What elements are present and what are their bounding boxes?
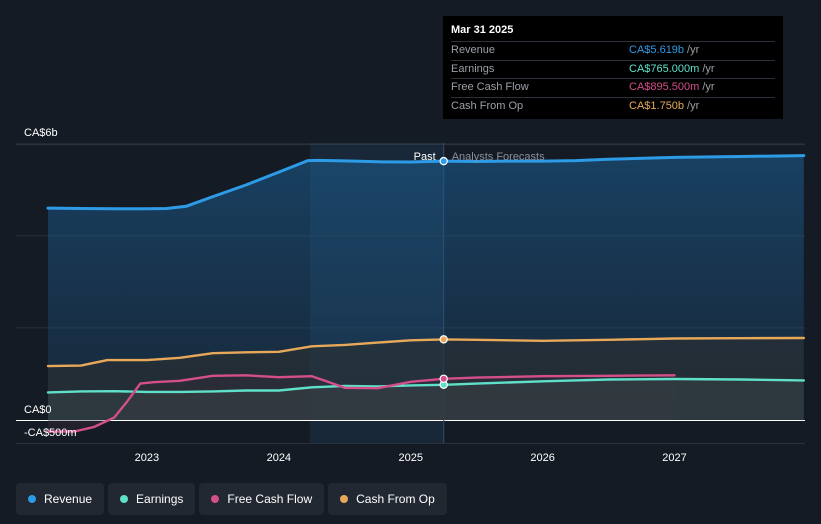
legend: Revenue Earnings Free Cash Flow Cash From O… — [16, 483, 447, 515]
area-cash-from-op — [48, 338, 804, 420]
legend-label: Earnings — [136, 492, 184, 506]
marker-free-cash-flow — [439, 374, 448, 383]
tooltip-row-value: CA$765.000m — [629, 62, 700, 75]
tooltip-date: Mar 31 2025 — [451, 24, 514, 36]
marker-revenue — [439, 156, 448, 166]
line-free-cash-flow — [46, 374, 676, 433]
x-tick-label: 2027 — [662, 452, 686, 464]
legend-dot-icon — [120, 495, 129, 503]
legend-item-free-cash-flow[interactable]: Free Cash Flow — [199, 483, 325, 515]
legend-item-earnings[interactable]: Earnings — [108, 483, 196, 515]
legend-dot-icon — [211, 495, 220, 503]
tooltip-row-unit: /yr — [702, 81, 715, 93]
area-earnings — [48, 379, 804, 420]
y-tick-label: -CA$500m — [24, 427, 77, 439]
legend-item-cash-from-op[interactable]: Cash From Op — [328, 483, 447, 515]
x-tick-label: 2026 — [530, 452, 554, 464]
x-tick-label: 2025 — [398, 452, 422, 464]
legend-item-revenue[interactable]: Revenue — [16, 483, 105, 515]
legend-dot-icon — [28, 495, 36, 503]
tooltip-row-unit: /yr — [687, 99, 700, 112]
line-cash-from-op — [46, 336, 805, 368]
legend-label: Free Cash Flow — [227, 492, 313, 506]
tooltip-row-label: Cash From Op — [451, 99, 524, 112]
past-label: Past — [414, 151, 436, 163]
line-revenue — [46, 154, 806, 211]
tooltip-row-value: CA$895.500m — [629, 81, 700, 93]
x-tick-label: 2023 — [135, 452, 159, 464]
area-free-cash-flow — [48, 375, 675, 432]
tooltip-row-label: Free Cash Flow — [451, 81, 529, 93]
tooltip-row: Earnings CA$765.000m/yr — [451, 59, 775, 79]
tooltip-row-unit: /yr — [702, 62, 715, 75]
chart: CA$6b CA$0 -CA$500m 2023 2024 2025 2026 2027 Pas… — [16, 127, 806, 464]
tooltip-row: Revenue CA$5.619b/yr — [451, 41, 775, 60]
x-tick-label: 2024 — [267, 452, 291, 464]
tooltip-row-value: CA$5.619b — [629, 44, 685, 56]
legend-label: Cash From Op — [356, 492, 435, 506]
tooltip: Mar 31 2025 Revenue CA$5.619b/yr Earnings C… — [443, 16, 783, 119]
forecast-label: Analysts Forecasts — [452, 151, 545, 163]
tooltip-row-label: Revenue — [451, 44, 496, 56]
tooltip-row: Free Cash Flow CA$895.500m/yr — [451, 78, 775, 97]
tooltip-row-value: CA$1.750b — [629, 99, 685, 112]
line-earnings — [46, 377, 805, 394]
tooltip-row-unit: /yr — [687, 44, 700, 56]
y-tick-label: CA$0 — [24, 404, 52, 416]
tooltip-row: Cash From Op CA$1.750b/yr — [451, 96, 775, 116]
legend-dot-icon — [340, 495, 349, 503]
y-tick-label: CA$6b — [24, 127, 58, 139]
tooltip-row-label: Earnings — [451, 62, 495, 75]
legend-label: Revenue — [44, 492, 93, 506]
marker-cash-from-op — [439, 335, 448, 344]
